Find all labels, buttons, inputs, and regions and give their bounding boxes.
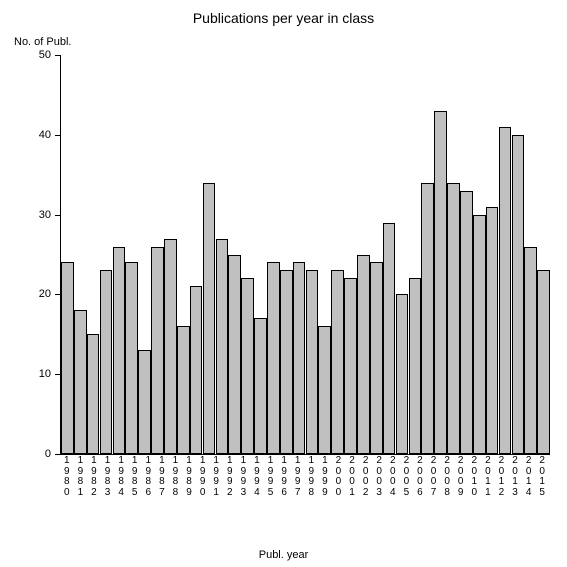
bar (396, 294, 409, 454)
x-tick-label: 2014 (522, 456, 536, 498)
x-tick-label: 2011 (481, 456, 495, 498)
y-tick-label: 0 (21, 448, 51, 460)
bar (151, 247, 164, 454)
x-tick-label: 1994 (250, 456, 264, 498)
bar (537, 270, 550, 454)
x-tick-label: 1985 (128, 456, 142, 498)
x-tick-label: 2009 (454, 456, 468, 498)
bar (61, 262, 74, 454)
y-tick (55, 215, 61, 216)
bar (87, 334, 100, 454)
bar (421, 183, 434, 454)
bar (254, 318, 267, 454)
bar (344, 278, 357, 454)
x-tick-label: 2013 (508, 456, 522, 498)
x-tick-label: 1989 (182, 456, 196, 498)
y-axis-label: No. of Publ. (14, 36, 71, 48)
bar (267, 262, 280, 454)
bar (228, 255, 241, 455)
bar (409, 278, 422, 454)
bar (293, 262, 306, 454)
bar (203, 183, 216, 454)
x-tick-label: 1988 (168, 456, 182, 498)
x-tick-label: 2003 (372, 456, 386, 498)
bar (74, 310, 87, 454)
x-tick-label: 1981 (73, 456, 87, 498)
y-tick-label: 50 (21, 49, 51, 61)
x-tick-label: 1995 (264, 456, 278, 498)
bar (357, 255, 370, 455)
x-tick-label: 2008 (440, 456, 454, 498)
y-tick (55, 454, 61, 455)
bar (306, 270, 319, 454)
bar (280, 270, 293, 454)
bar (434, 111, 447, 454)
x-tick-label: 1987 (155, 456, 169, 498)
bar (512, 135, 525, 454)
plot-area: 01020304050 (60, 55, 550, 455)
x-tick-label: 1984 (114, 456, 128, 498)
y-tick (55, 294, 61, 295)
bar (100, 270, 113, 454)
x-tick-label: 1997 (291, 456, 305, 498)
bar (460, 191, 473, 454)
x-tick-label: 2010 (467, 456, 481, 498)
y-tick-label: 20 (21, 288, 51, 300)
bars-group (61, 55, 550, 454)
bar (241, 278, 254, 454)
bar (138, 350, 151, 454)
bar (190, 286, 203, 454)
bar (486, 207, 499, 454)
bar (524, 247, 537, 454)
x-tick-label: 1996 (277, 456, 291, 498)
x-tick-label: 2015 (535, 456, 549, 498)
x-tick-label: 1983 (101, 456, 115, 498)
x-tick-label: 1982 (87, 456, 101, 498)
x-tick-label: 2007 (427, 456, 441, 498)
x-tick-label: 2005 (399, 456, 413, 498)
x-tick-label: 1991 (209, 456, 223, 498)
x-tick-label: 1990 (196, 456, 210, 498)
x-tick-label: 2000 (331, 456, 345, 498)
x-tick-label: 1992 (223, 456, 237, 498)
bar (164, 239, 177, 454)
y-tick (55, 374, 61, 375)
chart-container: Publications per year in class No. of Pu… (0, 0, 567, 567)
bar (383, 223, 396, 454)
bar (331, 270, 344, 454)
bar (113, 247, 126, 454)
y-tick-label: 40 (21, 129, 51, 141)
bar (125, 262, 138, 454)
bar (318, 326, 331, 454)
bar (370, 262, 383, 454)
x-tick-label: 2006 (413, 456, 427, 498)
y-tick-label: 10 (21, 368, 51, 380)
bar (216, 239, 229, 454)
bar (177, 326, 190, 454)
x-tick-label: 2004 (386, 456, 400, 498)
bar (473, 215, 486, 454)
x-tick-label: 1980 (60, 456, 74, 498)
x-tick-label: 2002 (359, 456, 373, 498)
chart-title: Publications per year in class (0, 10, 567, 26)
bar (499, 127, 512, 454)
x-tick-label: 1993 (236, 456, 250, 498)
x-tick-label: 2012 (494, 456, 508, 498)
x-axis-label: Publ. year (0, 549, 567, 561)
x-tick-label: 1998 (304, 456, 318, 498)
y-tick (55, 55, 61, 56)
x-tick-label: 1986 (141, 456, 155, 498)
bar (447, 183, 460, 454)
y-tick (55, 135, 61, 136)
y-tick-label: 30 (21, 209, 51, 221)
x-tick-label: 1999 (318, 456, 332, 498)
x-tick-label: 2001 (345, 456, 359, 498)
